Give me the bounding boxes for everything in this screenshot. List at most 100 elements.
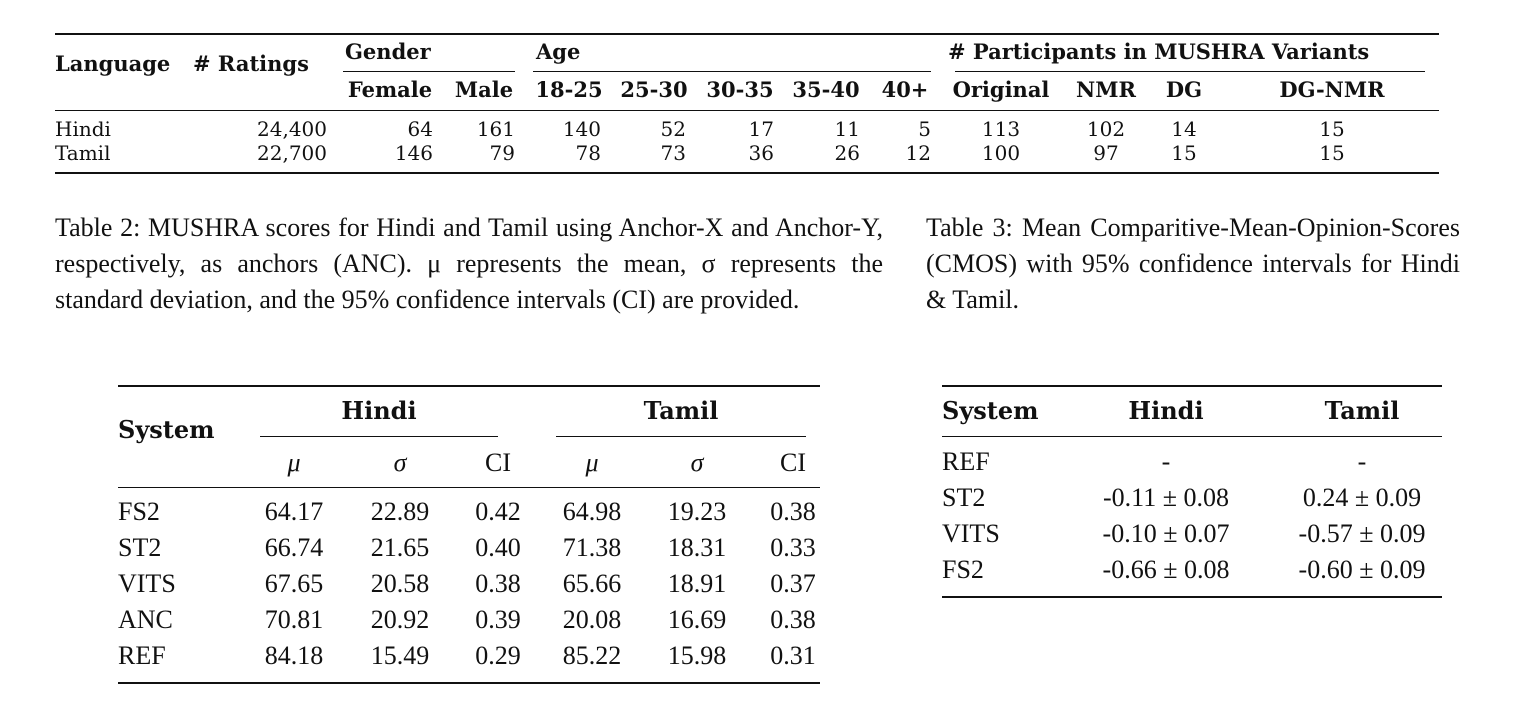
- table1-cell: 52: [660, 117, 686, 141]
- table2-cell: REF: [118, 641, 166, 670]
- table1-top-rule: [55, 33, 1439, 35]
- table2-sub-mu: μ: [287, 448, 301, 477]
- table3-cell: VITS: [942, 519, 1000, 548]
- table2-header-system: System: [118, 415, 215, 444]
- table1-sub-35-40: 35-40: [792, 77, 860, 102]
- table2-sub-sigma: σ: [393, 448, 407, 477]
- table1-cell: 102: [1086, 117, 1126, 141]
- table1-sub-30-35: 30-35: [706, 77, 774, 102]
- table1-cell: 97: [1093, 141, 1119, 165]
- table1-header-language: Language: [55, 51, 171, 76]
- table1-header-age: Age: [536, 39, 581, 64]
- table2-cell: 19.23: [667, 497, 727, 526]
- table2-cell: 15.49: [370, 641, 430, 670]
- table1-cell: 140: [562, 117, 601, 141]
- table2-cell: 66.74: [264, 533, 324, 562]
- table1-sub-nmr: NMR: [1076, 77, 1136, 102]
- table2-cell: 18.91: [667, 569, 727, 598]
- table1-cell: 15: [1319, 117, 1345, 141]
- table1-gender-cmidrule: [343, 71, 515, 72]
- table1-sub-female: Female: [347, 77, 433, 102]
- table2-cell: 15.98: [667, 641, 727, 670]
- table2-cell: 20.58: [370, 569, 430, 598]
- table3-caption: Table 3: Mean Comparitive-Mean-Opinion-S…: [926, 213, 1460, 314]
- table2-mid-rule: [118, 487, 820, 488]
- table3-cell: -0.11 ± 0.08: [1103, 483, 1229, 512]
- table2-header-tamil: Tamil: [643, 396, 719, 425]
- table2-bottom-rule: [118, 682, 820, 684]
- table1-bottom-rule: [55, 172, 1439, 174]
- table2-hindi-cmidrule: [260, 436, 498, 437]
- table3-header-system: System: [942, 396, 1039, 425]
- table1-cell: 78: [575, 141, 601, 165]
- table1-cell: 24,400: [257, 117, 327, 141]
- table2-cell: ST2: [118, 533, 162, 562]
- table3-cell: -: [1357, 447, 1367, 476]
- table2-cell: 20.92: [370, 605, 430, 634]
- table1-cell: Tamil: [55, 141, 111, 165]
- table1-header-gender: Gender: [345, 39, 431, 64]
- table2-cell: 65.66: [562, 569, 622, 598]
- table1-cell: 36: [748, 141, 774, 165]
- table2-cell: 0.39: [475, 605, 521, 634]
- table2-cell: 0.40: [475, 533, 521, 562]
- table2-cell: 0.42: [475, 497, 521, 526]
- table2-sub-ci: CI: [780, 448, 806, 477]
- table2-cell: 16.69: [667, 605, 727, 634]
- table3-cell: 0.24 ± 0.09: [1302, 483, 1422, 512]
- table2-cell: 0.38: [770, 605, 816, 634]
- table2-cell: VITS: [118, 569, 176, 598]
- table2-cell: 21.65: [370, 533, 430, 562]
- table3-header-tamil: Tamil: [1324, 396, 1400, 425]
- table2-cell: 64.98: [562, 497, 622, 526]
- table2-cell: 85.22: [562, 641, 622, 670]
- table1-cell: 79: [489, 141, 515, 165]
- table2-header-hindi: Hindi: [341, 396, 417, 425]
- table1-cell: 15: [1171, 141, 1197, 165]
- table2-cell: 70.81: [264, 605, 324, 634]
- table3-cell: -0.66 ± 0.08: [1102, 555, 1230, 584]
- table2-cell: 0.29: [475, 641, 521, 670]
- table2-cell: 18.31: [667, 533, 727, 562]
- table1-cell: 5: [918, 117, 931, 141]
- table1-age-cmidrule: [533, 71, 931, 72]
- table1-participants-cmidrule: [955, 71, 1425, 72]
- table2-top-rule: [118, 385, 820, 387]
- table3-bottom-rule: [942, 596, 1442, 598]
- table1-mid-rule: [55, 110, 1439, 111]
- table1-cell: 11: [834, 117, 860, 141]
- table1-cell: 26: [834, 141, 860, 165]
- table2-sub-sigma: σ: [690, 448, 704, 477]
- table2-cell: 67.65: [264, 569, 324, 598]
- table2-cell: 0.31: [770, 641, 816, 670]
- table3-cell: FS2: [942, 555, 984, 584]
- table2-cell: 22.89: [370, 497, 430, 526]
- table2-cell: ANC: [118, 605, 173, 634]
- table1-header-participants: # Participants in MUSHRA Variants: [948, 39, 1370, 64]
- table2-sub-ci: CI: [485, 448, 511, 477]
- table3-cell: ST2: [942, 483, 986, 512]
- table3-cell: -0.57 ± 0.09: [1298, 519, 1426, 548]
- table1-sub-dg-nmr: DG-NMR: [1279, 77, 1385, 102]
- table3-mid-rule: [942, 436, 1442, 437]
- table2-cell: 0.37: [770, 569, 816, 598]
- table1-cell: 100: [981, 141, 1021, 165]
- table1-cell: 64: [407, 117, 433, 141]
- table3-cell: -: [1161, 447, 1171, 476]
- table1-sub-male: Male: [454, 77, 514, 102]
- table2-cell: 71.38: [562, 533, 622, 562]
- table1-sub-40plus: 40+: [881, 77, 929, 102]
- table1-sub-18-25: 18-25: [535, 77, 603, 102]
- table1-cell: 14: [1171, 117, 1197, 141]
- table2-cell: 0.38: [475, 569, 521, 598]
- table2-sub-mu: μ: [585, 448, 599, 477]
- table1-sub-dg: DG: [1165, 77, 1203, 102]
- table2-cell: 0.33: [770, 533, 816, 562]
- table3-cell: -0.10 ± 0.07: [1102, 519, 1230, 548]
- table1-cell: 73: [660, 141, 686, 165]
- table1-cell: 161: [476, 117, 515, 141]
- table2-tamil-cmidrule: [556, 436, 806, 437]
- table3-header-hindi: Hindi: [1128, 396, 1204, 425]
- table3-cell: -0.60 ± 0.09: [1298, 555, 1426, 584]
- table1-cell: 146: [394, 141, 433, 165]
